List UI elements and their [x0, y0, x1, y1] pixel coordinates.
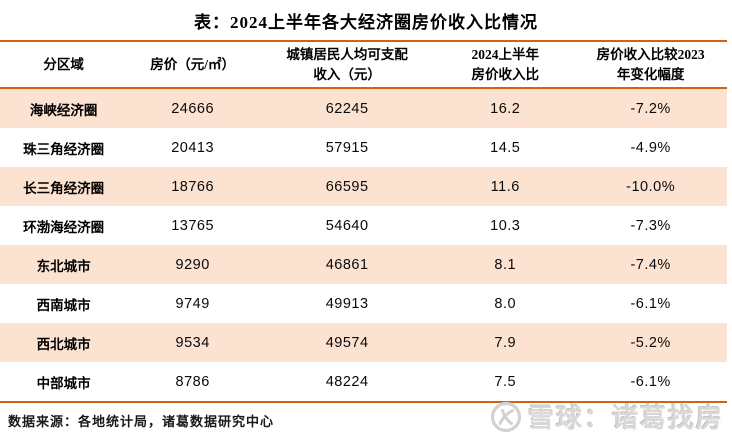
income-cell: 66595 [325, 178, 369, 195]
table-row: 西北城市 9534 49574 7.9 -5.2% [0, 323, 727, 362]
ratio-cell: 11.6 [490, 178, 520, 195]
change-cell: -7.3% [630, 217, 671, 234]
watermark: 雪球：诸葛找房 [490, 398, 724, 435]
income-cell: 49574 [325, 334, 369, 351]
data-source-note: 数据来源：各地统计局，诸葛数据研究中心 [8, 414, 275, 429]
income-cell: 48224 [325, 373, 369, 390]
header-price: 房价（元/㎡） [150, 56, 236, 72]
region-cell: 环渤海经济圈 [23, 219, 105, 235]
price-cell: 9290 [175, 256, 210, 273]
table-row: 东北城市 9290 46861 8.1 -7.4% [0, 245, 727, 284]
ratio-cell: 16.2 [490, 100, 521, 117]
region-cell: 长三角经济圈 [23, 180, 105, 196]
income-cell: 54640 [325, 217, 369, 234]
page-title: 表：2024上半年各大经济圈房价收入比情况 [194, 13, 538, 32]
region-cell: 西北城市 [36, 336, 91, 352]
xueqiu-snowball-icon [490, 401, 522, 432]
table-row: 长三角经济圈 18766 66595 11.6 -10.0% [0, 167, 727, 206]
change-cell: -10.0% [626, 178, 676, 195]
ratio-cell: 14.5 [490, 139, 521, 156]
ratio-cell: 7.5 [494, 373, 517, 390]
table-row: 环渤海经济圈 13765 54640 10.3 -7.3% [0, 206, 727, 245]
price-cell: 8786 [175, 373, 210, 390]
region-cell: 珠三角经济圈 [23, 141, 105, 157]
ratio-cell: 8.0 [494, 295, 517, 312]
ratio-cell: 8.1 [494, 256, 517, 273]
table-header-row: 分区域 房价（元/㎡） 城镇居民人均可支配 收入（元） 2024上半年 房价收入… [0, 42, 727, 89]
region-cell: 西南城市 [36, 297, 91, 313]
table-row: 西南城市 9749 49913 8.0 -6.1% [0, 284, 727, 323]
price-cell: 9749 [175, 295, 210, 312]
ratio-cell: 10.3 [490, 217, 521, 234]
header-region: 分区域 [43, 56, 84, 72]
income-cell: 62245 [325, 100, 369, 117]
price-cell: 20413 [171, 139, 215, 156]
change-cell: -6.1% [630, 295, 671, 312]
price-income-table: 分区域 房价（元/㎡） 城镇居民人均可支配 收入（元） 2024上半年 房价收入… [0, 40, 727, 403]
change-cell: -5.2% [630, 334, 671, 351]
change-cell: -7.4% [630, 256, 671, 273]
change-cell: -4.9% [630, 139, 671, 156]
region-cell: 中部城市 [36, 375, 91, 391]
header-income: 城镇居民人均可支配 收入（元） [286, 46, 408, 82]
change-cell: -7.2% [630, 100, 671, 117]
watermark-text: 雪球：诸葛找房 [527, 404, 724, 433]
income-cell: 57915 [325, 139, 369, 156]
price-cell: 24666 [171, 100, 215, 117]
price-cell: 18766 [171, 178, 215, 195]
region-cell: 东北城市 [36, 258, 91, 274]
header-change: 房价收入比较2023 年变化幅度 [596, 46, 705, 82]
header-ratio: 2024上半年 房价收入比 [471, 46, 540, 82]
ratio-cell: 7.9 [494, 334, 517, 351]
region-cell: 海峡经济圈 [29, 102, 98, 118]
price-cell: 9534 [175, 334, 210, 351]
income-cell: 46861 [325, 256, 369, 273]
price-cell: 13765 [171, 217, 215, 234]
change-cell: -6.1% [630, 373, 671, 390]
table-row: 珠三角经济圈 20413 57915 14.5 -4.9% [0, 128, 727, 167]
table-row: 海峡经济圈 24666 62245 16.2 -7.2% [0, 89, 727, 128]
table-row: 中部城市 8786 48224 7.5 -6.1% [0, 362, 727, 401]
income-cell: 49913 [325, 295, 369, 312]
